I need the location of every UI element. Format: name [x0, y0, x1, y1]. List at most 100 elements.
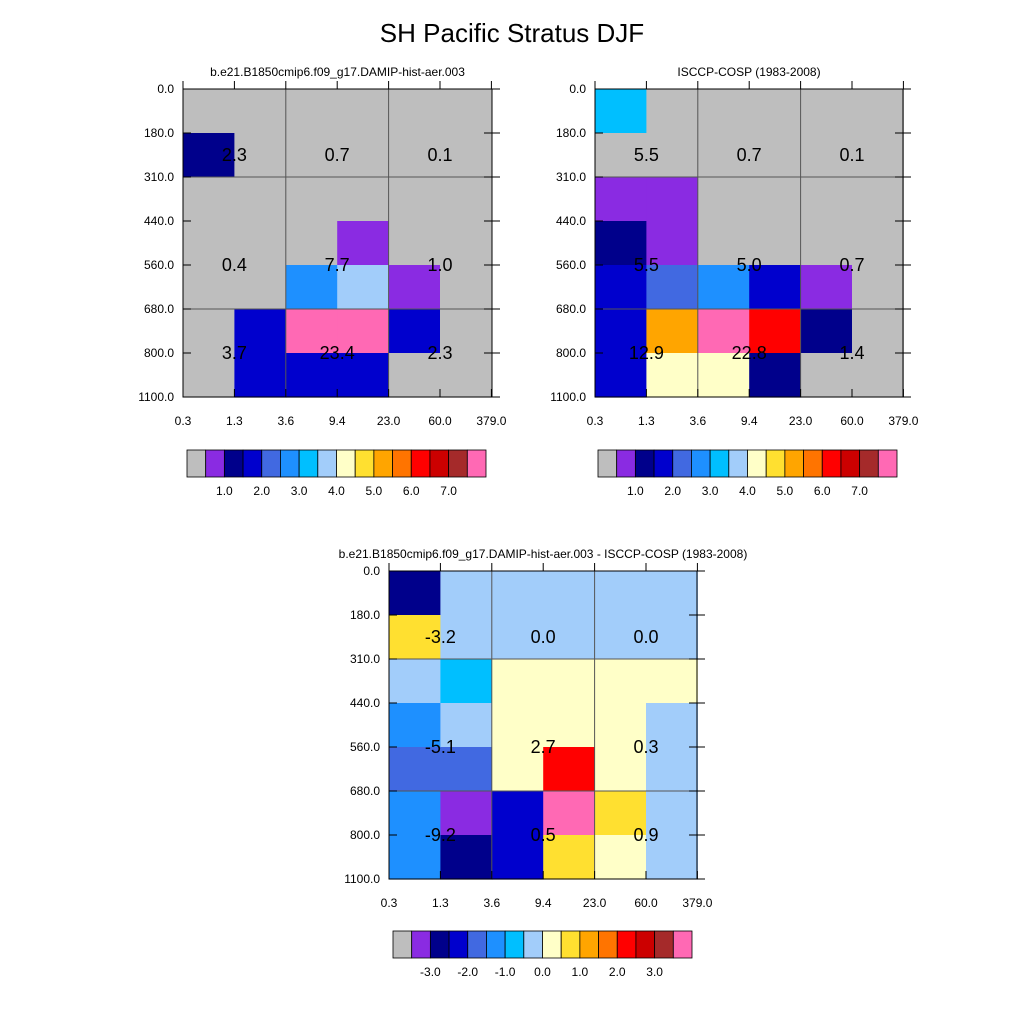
colorbar-swatch — [859, 449, 879, 478]
colorbar-swatch — [709, 449, 730, 478]
heatmap-cell — [389, 791, 441, 836]
y-tick-label: 680.0 — [556, 302, 586, 316]
heatmap-cell — [543, 615, 596, 660]
colorbar-label: 3.0 — [291, 484, 308, 498]
heatmap-cell — [234, 309, 287, 354]
y-tick-label: 800.0 — [144, 346, 174, 360]
heatmap-cell — [697, 89, 750, 134]
colorbar-swatch — [392, 930, 413, 959]
heatmap-cell — [595, 265, 647, 310]
y-tick-label: 180.0 — [350, 608, 380, 622]
heatmap-cell — [440, 133, 492, 178]
y-tick-label: 0.0 — [569, 82, 586, 96]
heatmap-cell — [285, 353, 338, 398]
cell-annotation: 2.3 — [427, 343, 452, 363]
cell-annotation: 12.9 — [629, 343, 664, 363]
cell-annotation: -3.2 — [425, 627, 456, 647]
heatmap-cell — [697, 309, 750, 354]
heatmap-cell — [491, 659, 544, 704]
cell-annotation: 2.7 — [531, 737, 556, 757]
colorbar-label: 7.0 — [851, 484, 868, 498]
heatmap-cell — [800, 353, 853, 398]
heatmap-cell — [183, 309, 235, 354]
y-tick-label: 560.0 — [144, 258, 174, 272]
colorbar-swatch — [877, 449, 898, 478]
colorbar-swatch — [803, 449, 823, 478]
heatmap-cell — [646, 133, 699, 178]
colorbar-swatch — [392, 449, 412, 478]
heatmap-cell — [646, 615, 698, 660]
colorbar-swatch — [261, 449, 281, 478]
x-tick-label: 23.0 — [583, 896, 607, 910]
y-tick-label: 560.0 — [350, 740, 380, 754]
y-tick-label: 0.0 — [157, 82, 174, 96]
x-tick-label: 379.0 — [476, 414, 506, 428]
heatmap-cell — [595, 133, 647, 178]
cell-annotation: 0.4 — [222, 255, 247, 275]
heatmap-cell — [337, 265, 390, 310]
heatmap-cell — [440, 703, 493, 748]
heatmap-cell — [800, 221, 853, 266]
heatmap-cell — [388, 89, 441, 134]
heatmap-cell — [543, 659, 596, 704]
heatmap-cell — [285, 177, 338, 222]
cell-annotation: 5.5 — [634, 145, 659, 165]
cell-annotation: 5.5 — [634, 255, 659, 275]
heatmap-cell — [646, 571, 698, 616]
heatmap-cell — [234, 177, 287, 222]
x-tick-label: 3.6 — [277, 414, 294, 428]
heatmap-cell — [183, 133, 235, 178]
colorbar-label: 1.0 — [572, 965, 589, 979]
heatmap-cell — [389, 571, 441, 616]
heatmap-cell — [697, 133, 750, 178]
heatmap-cell — [388, 177, 441, 222]
x-tick-label: 1.3 — [226, 414, 243, 428]
heatmap-cell — [388, 133, 441, 178]
colorbar-swatch — [728, 449, 748, 478]
x-tick-label: 23.0 — [789, 414, 813, 428]
panel-title: ISCCP-COSP (1983-2008) — [677, 65, 820, 79]
colorbar-swatch — [597, 449, 618, 478]
x-tick-label: 3.6 — [689, 414, 706, 428]
colorbar-swatch — [242, 449, 263, 478]
heatmap-cell — [646, 791, 698, 836]
heatmap-cell — [749, 265, 802, 310]
colorbar-swatch — [429, 930, 450, 959]
heatmap-cell — [491, 835, 544, 880]
colorbar-label: 3.0 — [702, 484, 719, 498]
heatmap-cell — [337, 133, 390, 178]
heatmap-cell — [852, 309, 904, 354]
colorbar-swatch — [411, 930, 431, 959]
colorbar-label: 5.0 — [366, 484, 383, 498]
x-tick-label: 1.3 — [638, 414, 655, 428]
colorbar-swatch — [653, 449, 674, 478]
heatmap-cell — [491, 703, 544, 748]
colorbar-swatch — [373, 449, 393, 478]
heatmap-cell — [440, 747, 493, 792]
heatmap-cell — [749, 177, 802, 222]
colorbar-label: 2.0 — [609, 965, 626, 979]
colorbar-swatch — [466, 449, 487, 478]
heatmap-cell — [337, 221, 390, 266]
colorbar-swatch — [317, 449, 337, 478]
heatmap-cell — [491, 791, 544, 836]
cell-annotation: 0.7 — [839, 255, 864, 275]
heatmap-cell — [234, 133, 287, 178]
x-tick-label: 60.0 — [840, 414, 864, 428]
colorbar-label: 2.0 — [664, 484, 681, 498]
x-tick-label: 0.3 — [587, 414, 604, 428]
cell-annotation: 5.0 — [737, 255, 762, 275]
heatmap-cell — [852, 177, 904, 222]
heatmap-cell — [440, 177, 492, 222]
y-tick-label: 310.0 — [556, 170, 586, 184]
heatmap-cell — [646, 747, 698, 792]
heatmap-cell — [183, 177, 235, 222]
x-tick-label: 379.0 — [888, 414, 918, 428]
heatmap-cell — [749, 221, 802, 266]
colorbar-swatch — [672, 930, 693, 959]
heatmap-cell — [697, 265, 750, 310]
y-tick-label: 680.0 — [144, 302, 174, 316]
heatmap-cell — [594, 835, 647, 880]
heatmap-cell — [183, 353, 235, 398]
